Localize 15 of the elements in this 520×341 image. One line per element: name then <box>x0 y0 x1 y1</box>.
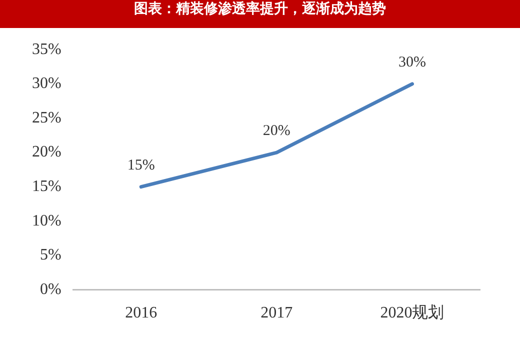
y-tick-label: 10% <box>32 212 62 230</box>
data-label: 20% <box>262 122 290 139</box>
x-tick-label: 2020规划 <box>380 304 444 322</box>
data-label: 15% <box>127 157 155 174</box>
y-tick-label: 25% <box>32 109 62 126</box>
chart-title: 图表：精装修渗透率提升，逐渐成为趋势 <box>0 0 520 28</box>
y-tick-label: 35% <box>32 40 62 58</box>
y-tick-label: 20% <box>32 144 62 161</box>
x-tick-label: 2017 <box>260 304 293 322</box>
x-tick-label: 2016 <box>125 304 158 322</box>
y-tick-label: 5% <box>40 246 62 264</box>
y-tick-label: 30% <box>32 75 62 92</box>
y-tick-label: 0% <box>40 281 62 298</box>
data-label: 30% <box>398 54 426 70</box>
y-tick-label: 15% <box>32 178 62 196</box>
